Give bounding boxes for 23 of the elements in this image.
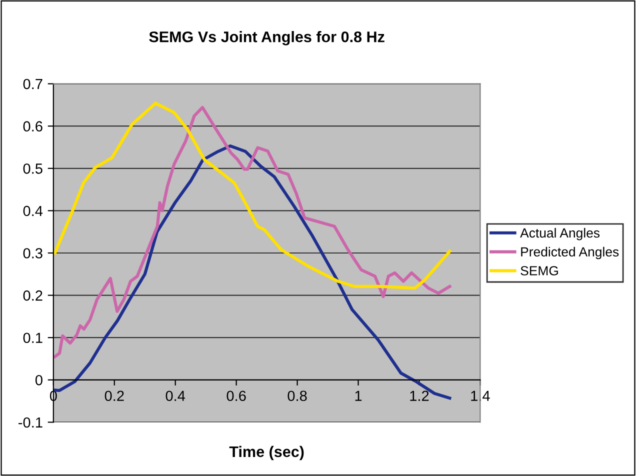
x-tick-label: 1.2 — [410, 390, 429, 401]
x-tick-label: 0.8 — [288, 390, 307, 402]
x-axis-title: Time (sec) — [229, 446, 304, 460]
x-tick-label: 0.4 — [166, 390, 186, 402]
line-series — [53, 106, 452, 358]
legend-label: Predicted Angles — [521, 246, 619, 260]
x-tick-label: 1 — [355, 390, 362, 401]
x-tick-label: 0.6 — [226, 390, 246, 402]
y-tick-label: 0.7 — [23, 78, 42, 90]
y-tick-label: -0.1 — [18, 417, 42, 428]
y-tick-label: 0.5 — [23, 163, 42, 174]
y-tick-label: 0.4 — [23, 206, 43, 216]
y-tick-label: 0.3 — [23, 248, 42, 258]
y-tick-label: 0.1 — [23, 332, 42, 344]
x-tick-label: 0.2 — [104, 390, 124, 402]
legend-label: Actual Angles — [520, 228, 600, 240]
line-series — [53, 102, 452, 290]
y-tick-label: 0 — [35, 375, 42, 386]
chart-title: SEMG Vs Joint Angles for 0.8 Hz — [149, 31, 384, 46]
legend-label: SEMG — [520, 266, 558, 276]
x-tick-label: 1.4 — [471, 390, 490, 401]
y-tick-label: 0.6 — [23, 121, 42, 132]
y-tick-label: 0.2 — [23, 290, 42, 301]
